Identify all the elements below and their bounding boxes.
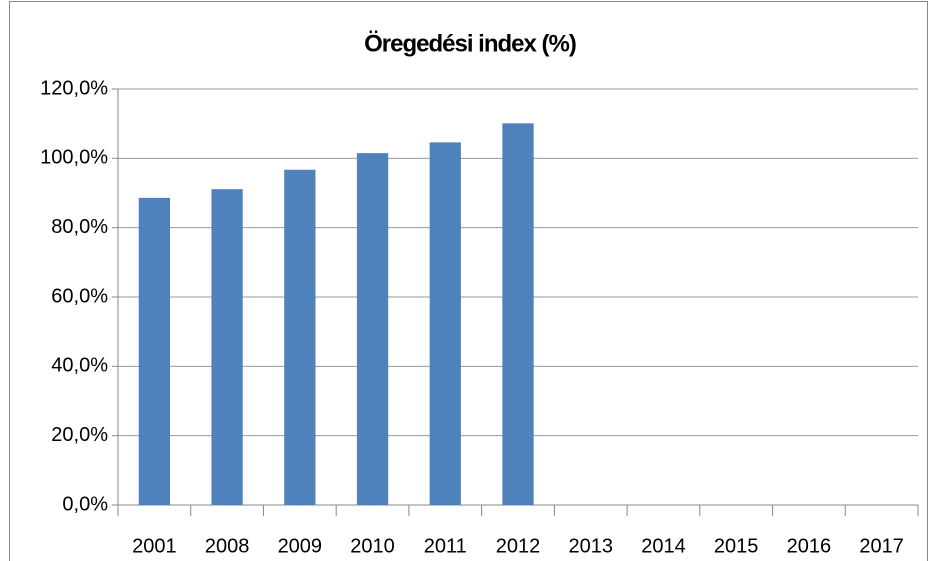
x-tick-label: 2013 [568, 535, 613, 557]
bar [211, 189, 243, 506]
y-tick-label: 40,0% [51, 355, 108, 377]
y-tick-label: 100,0% [40, 147, 108, 169]
bar [356, 153, 389, 505]
x-tick-label: 2016 [787, 535, 832, 557]
bar [429, 142, 461, 506]
x-tick-label: 2001 [132, 535, 177, 557]
x-tick-label: 2014 [641, 535, 686, 557]
bar [502, 123, 534, 505]
x-tick-label: 2010 [350, 535, 395, 557]
bar [138, 197, 170, 505]
y-tick-label: 60,0% [51, 285, 108, 307]
y-tick-label: 0,0% [62, 493, 108, 515]
y-tick-label: 20,0% [51, 424, 108, 446]
bar [284, 169, 316, 506]
y-tick-label: 80,0% [51, 216, 108, 238]
y-tick-label: 120,0% [40, 77, 108, 99]
chart-title: Öregedési index (%) [364, 30, 576, 57]
x-tick-label: 2017 [859, 535, 904, 557]
x-tick-label: 2011 [424, 535, 467, 557]
x-tick-label: 2009 [278, 535, 323, 557]
x-tick-label: 2015 [714, 535, 759, 557]
x-tick-label: 2012 [496, 535, 541, 557]
x-tick-label: 2008 [205, 535, 250, 557]
